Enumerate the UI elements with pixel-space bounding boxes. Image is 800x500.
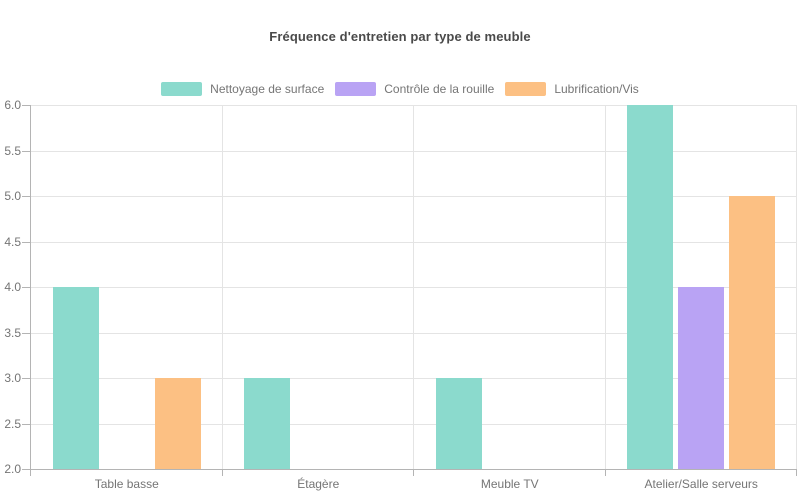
y-tick-label: 5.5 [4,143,21,158]
bar-slot [52,105,99,469]
gridline-vertical [796,105,797,469]
y-axis-tick [22,150,30,152]
y-axis-tick [22,332,30,334]
bar-atelier-salle-serveurs [678,287,725,469]
legend-swatch-icon [335,82,377,96]
y-axis-tick [22,287,30,288]
bar-slot [678,105,725,469]
gridline-horizontal [31,241,797,243]
legend-label: Contrôle de la rouille [384,82,495,96]
gridline-vertical [413,105,414,469]
gridline-horizontal [31,423,797,425]
bar-slot [346,105,392,469]
legend-label: Lubrification/Vis [554,82,639,96]
y-tick-label: 2.0 [4,462,21,476]
bar-slot [729,105,776,469]
y-axis-tick [22,378,30,379]
gridline-horizontal [31,150,797,152]
bar--tag-re [244,378,291,469]
gridline-vertical [604,105,606,469]
bar-slot [487,105,533,469]
y-tick-label: 6.0 [4,98,21,112]
x-category-label: Meuble TV [480,477,539,491]
y-tick-label: 3.0 [4,371,21,385]
x-category-label: Table basse [94,477,159,491]
x-category-label: Atelier/Salle serveurs [644,477,758,491]
x-category-label: Étagère [297,477,340,491]
legend-swatch-icon [161,82,203,96]
y-tick-label: 3.5 [4,325,21,340]
gridline-vertical [221,105,223,469]
y-tick-label: 4.5 [4,234,21,249]
legend-item-1: Contrôle de la rouille [335,82,494,96]
y-axis-tick [22,469,30,470]
bar-group-1 [223,105,415,469]
chart-title: Fréquence d'entretien par type de meuble [269,29,531,44]
y-tick-label: 5.0 [4,189,21,203]
y-tick-label: 4.0 [4,280,21,294]
bar-table-basse [154,378,201,469]
gridline-horizontal [31,196,797,197]
bar-slot [154,105,201,469]
bar-group-0 [31,105,223,469]
x-axis-tick [221,469,223,476]
gridline-horizontal [31,332,797,334]
y-axis-tick [22,105,30,106]
gridline-horizontal [31,378,797,379]
y-axis-tick [22,423,30,425]
gridline-horizontal [31,105,797,106]
y-axis-tick [22,196,30,197]
bar-group-2 [414,105,606,469]
bar-slot [295,105,341,469]
bar-slot [104,105,150,469]
bar-table-basse [52,287,99,469]
x-axis-tick [796,469,797,476]
x-axis-tick [604,469,606,476]
gridline-horizontal [31,287,797,288]
legend: Nettoyage de surface Contrôle de la rouil… [0,82,800,96]
y-axis-tick [22,241,30,243]
legend-label: Nettoyage de surface [210,82,325,96]
x-axis-tick [413,469,414,476]
y-tick-label: 2.5 [4,416,21,431]
legend-item-0: Nettoyage de surface [161,82,324,96]
plot-area: 2.0 2.5 3.0 3.5 4.0 4.5 5.0 5.5 6.0 Table basse Ét… [4,98,798,491]
bar-slot [435,105,482,469]
bar-slot [627,105,674,469]
bar-slot [538,105,584,469]
bar-meuble-tv [435,378,482,469]
x-axis-tick [30,469,31,476]
legend-item-2: Lubrification/Vis [505,82,639,96]
bar-atelier-salle-serveurs [627,105,674,469]
bar-atelier-salle-serveurs [729,196,776,469]
bar-slot [244,105,291,469]
bar-group-3 [606,105,798,469]
legend-swatch-icon [505,82,547,96]
